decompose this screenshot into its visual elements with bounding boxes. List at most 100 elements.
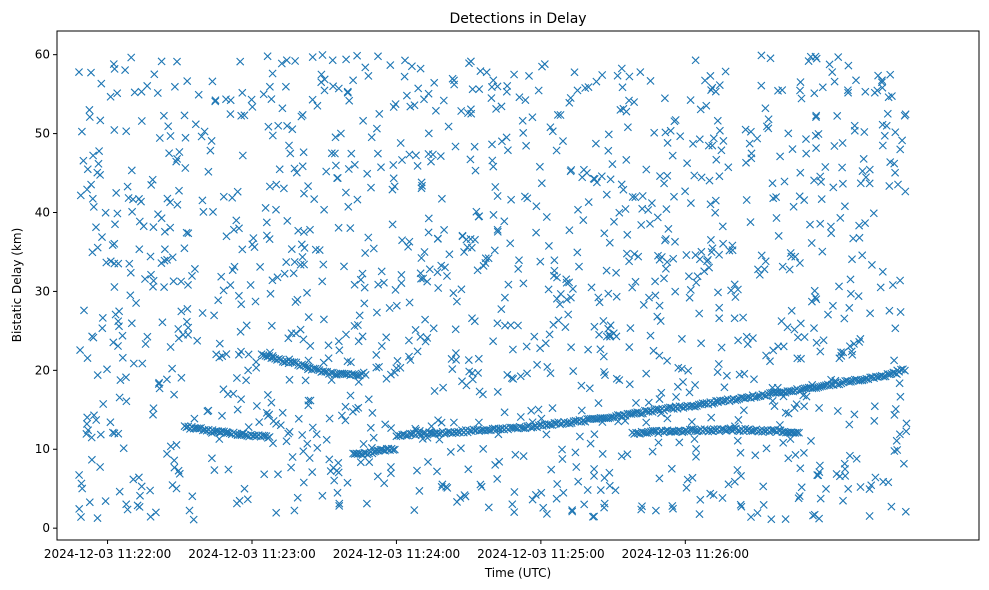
detection-point: [199, 207, 208, 216]
detection-point: [137, 482, 146, 491]
detection-point: [424, 228, 433, 237]
detection-point: [806, 52, 815, 61]
detection-point: [621, 205, 630, 213]
detection-point: [852, 76, 860, 85]
detection-point: [93, 371, 102, 380]
detection-point: [274, 470, 282, 479]
detection-point: [96, 430, 105, 439]
detection-point: [300, 189, 308, 198]
detection-point: [477, 482, 486, 491]
detection-point: [815, 404, 824, 412]
detection-point: [733, 436, 742, 445]
detection-point: [388, 220, 397, 229]
detection-point: [739, 406, 748, 415]
detection-point: [130, 88, 139, 97]
detection-point: [151, 508, 160, 517]
detection-point: [510, 70, 519, 79]
detection-point: [590, 512, 599, 521]
detection-point: [898, 136, 907, 145]
detection-point: [127, 53, 136, 62]
detection-point: [599, 317, 608, 325]
detection-point: [246, 281, 255, 289]
detection-point: [622, 249, 631, 258]
detection-point: [768, 179, 777, 188]
detection-point: [822, 484, 830, 493]
detection-point: [325, 414, 334, 423]
detection-point: [644, 206, 653, 214]
detection-point: [755, 270, 764, 279]
detection-point: [163, 255, 172, 264]
detection-point: [681, 187, 690, 196]
detection-point: [796, 86, 804, 95]
detection-point: [369, 244, 378, 253]
detection-point: [777, 388, 786, 397]
detection-point: [784, 454, 793, 463]
detection-point: [457, 107, 466, 115]
detection-point: [537, 179, 546, 188]
detection-point: [807, 436, 815, 445]
detection-point: [865, 179, 874, 188]
detection-point: [95, 147, 104, 156]
detection-point: [561, 323, 570, 332]
detection-point: [242, 321, 251, 330]
detection-point: [111, 310, 120, 319]
detection-point: [123, 505, 132, 514]
detection-point: [840, 314, 849, 323]
detection-point: [268, 276, 277, 285]
detection-point: [546, 369, 555, 378]
detection-point: [341, 188, 350, 197]
detection-point: [638, 192, 647, 200]
detection-point: [448, 365, 457, 374]
detection-point: [660, 274, 668, 283]
detection-point: [489, 210, 498, 219]
detection-point: [644, 407, 653, 416]
detection-point: [238, 88, 247, 97]
detection-point: [298, 162, 307, 171]
detection-point: [789, 202, 798, 211]
detection-point: [240, 484, 249, 493]
detection-point: [701, 76, 709, 85]
detection-point: [423, 433, 432, 442]
detection-point: [715, 303, 724, 312]
detection-point: [288, 358, 297, 367]
detection-point: [653, 213, 662, 222]
detection-point: [736, 500, 745, 509]
detection-point: [397, 270, 406, 279]
detection-point: [285, 141, 293, 150]
detection-point: [840, 459, 849, 468]
detection-point: [166, 198, 175, 207]
detection-point: [585, 384, 594, 393]
detection-point: [598, 71, 607, 79]
detection-point: [456, 494, 465, 502]
detection-point: [414, 84, 423, 93]
y-tick-label: 10: [35, 442, 50, 456]
detection-point: [334, 458, 343, 467]
chart-title: Detections in Delay: [449, 11, 586, 27]
detection-point: [508, 345, 517, 354]
detection-point: [158, 318, 167, 327]
detection-point: [324, 341, 333, 350]
detection-point: [218, 352, 227, 361]
detection-point: [827, 380, 836, 389]
detection-point: [76, 346, 85, 355]
detection-point: [751, 451, 760, 460]
detection-point: [372, 308, 381, 317]
detection-point: [612, 292, 621, 301]
detection-point: [83, 413, 92, 422]
detection-point: [209, 207, 217, 216]
detection-point: [661, 236, 669, 245]
detection-point: [109, 60, 118, 69]
detection-point: [175, 148, 184, 156]
detection-point: [330, 476, 339, 485]
detection-point: [434, 429, 443, 438]
detection-point: [711, 208, 720, 217]
detection-point: [572, 463, 581, 471]
detection-point: [242, 376, 251, 385]
detection-point: [214, 296, 223, 305]
detection-point: [149, 410, 157, 419]
detection-point: [548, 404, 557, 413]
detection-point: [297, 240, 306, 249]
detection-point: [452, 297, 461, 306]
detection-point: [685, 293, 694, 302]
detection-point: [356, 458, 365, 467]
